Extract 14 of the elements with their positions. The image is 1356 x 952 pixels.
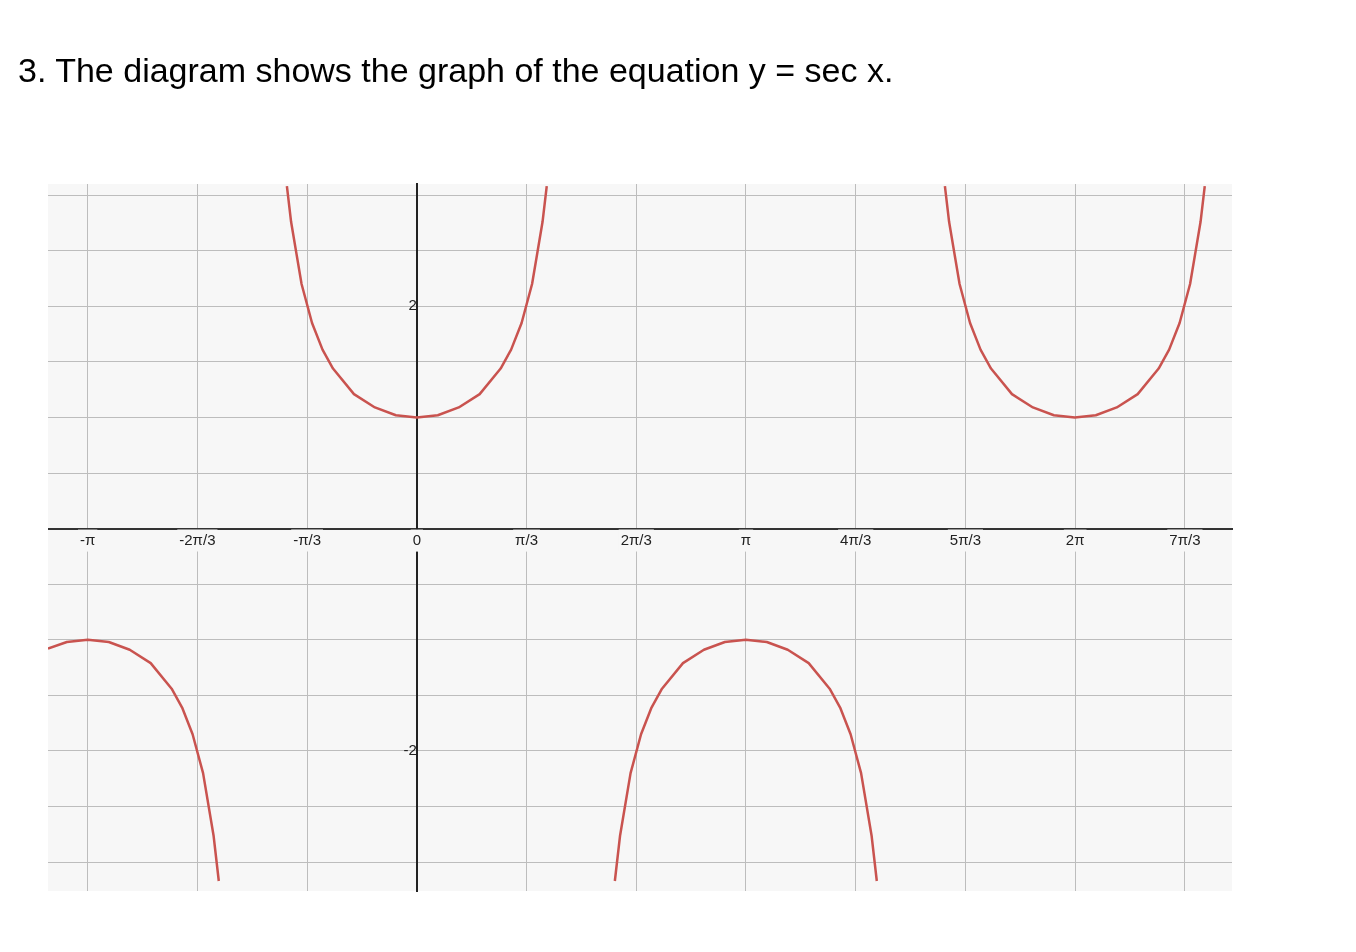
x-tick-label: 7π/3 bbox=[1169, 530, 1201, 548]
y-tick-label: -2 bbox=[403, 741, 417, 759]
x-tick-label: π/3 bbox=[515, 530, 538, 548]
x-tick-label: 2π/3 bbox=[620, 530, 652, 548]
x-tick-label: -2π/3 bbox=[179, 530, 216, 548]
x-tick-label: 5π/3 bbox=[949, 530, 982, 548]
x-tick-label: π bbox=[740, 530, 752, 548]
x-tick-label: 2π bbox=[1065, 530, 1085, 548]
x-tick-label: -π bbox=[79, 530, 96, 548]
y-tick-label: 2 bbox=[408, 296, 417, 314]
x-tick-label: -π/3 bbox=[293, 530, 322, 548]
x-tick-label: 0 bbox=[412, 530, 421, 548]
chart-title: 3. The diagram shows the graph of the equation y = sec x. bbox=[18, 50, 895, 90]
x-tick-label: 4π/3 bbox=[840, 530, 872, 548]
